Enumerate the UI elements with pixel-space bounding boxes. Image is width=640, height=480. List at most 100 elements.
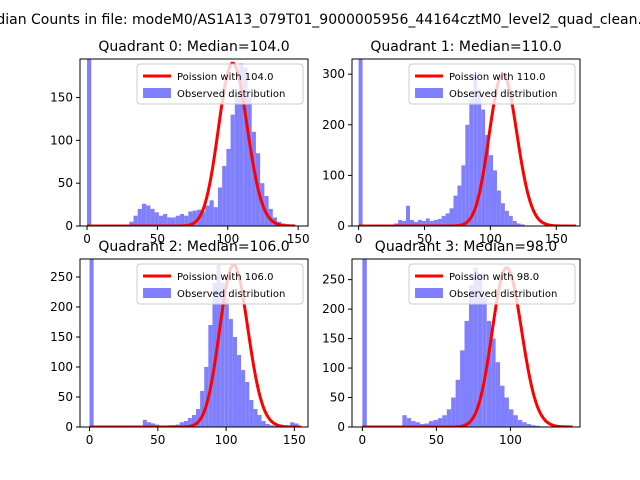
histogram-bar: [465, 124, 470, 226]
histogram-bar: [191, 415, 197, 427]
histogram-bar: [508, 215, 513, 226]
histogram-bar: [491, 338, 496, 427]
y-tick-label: 100: [50, 133, 73, 147]
histogram-bar: [500, 203, 505, 226]
histogram-bar: [504, 210, 509, 226]
histogram-bar: [417, 219, 422, 226]
y-tick-label: 0: [65, 219, 73, 233]
legend-label: Observed distribution: [449, 89, 557, 100]
histogram-bar: [205, 205, 210, 226]
histogram-bar: [358, 59, 363, 226]
y-tick-label: 300: [322, 67, 345, 81]
x-tick-label: 150: [545, 232, 568, 246]
legend-label: Observed distribution: [449, 289, 557, 300]
histogram-bar: [520, 224, 525, 226]
poisson-line: [362, 266, 573, 427]
histogram-bar: [269, 425, 274, 427]
histogram-bar: [477, 273, 483, 427]
histogram-bar: [192, 210, 197, 226]
histogram-bar: [413, 221, 418, 226]
y-tick-label: 200: [322, 302, 345, 316]
histogram-bar: [453, 195, 458, 226]
histogram-bar: [290, 422, 295, 427]
poisson-line: [87, 61, 296, 226]
y-tick-label: 150: [50, 91, 73, 105]
y-tick-label: 50: [58, 176, 73, 190]
histogram-bar: [237, 355, 242, 427]
subplot-0: 0 50 100 150 0 50 100 150 Quadrant 0: Median=104…: [50, 39, 310, 246]
histogram-bar: [89, 259, 94, 427]
histogram-bar: [535, 425, 541, 427]
histogram-bar: [142, 419, 147, 427]
y-tick-label: 100: [322, 168, 345, 182]
histogram-bar: [241, 370, 246, 427]
x-tick-label: 100: [499, 433, 522, 447]
histogram-bar: [489, 155, 494, 226]
histogram-bar: [212, 283, 217, 427]
subplot-title: Quadrant 2: Median=106.0: [98, 239, 289, 255]
histogram-bar: [504, 397, 509, 427]
axes-frame: [79, 58, 309, 227]
histogram-bar: [201, 211, 206, 226]
histogram-bar: [433, 219, 438, 226]
histogram-bar: [477, 89, 482, 226]
y-tick-label: 100: [322, 361, 345, 375]
legend-frame: [408, 263, 576, 305]
histogram-bar: [253, 409, 258, 427]
histogram-bar: [213, 207, 218, 226]
histogram-bar: [87, 59, 92, 226]
histogram-bar: [437, 418, 443, 427]
histogram-bar: [232, 337, 238, 427]
legend-label: Poission with 106.0: [177, 272, 273, 283]
histogram-bar: [249, 400, 254, 427]
histogram-bar: [446, 409, 452, 427]
histogram-bar: [146, 205, 151, 226]
axes-frame: [351, 258, 581, 428]
subplot-1: 0 50 100 150 0 100 200 300 Quadrant 1: Median=11…: [322, 39, 581, 246]
histogram-bar: [234, 93, 240, 226]
histogram-bar: [220, 283, 225, 427]
legend: Poission with 110.0 Observed distribution: [408, 63, 576, 105]
histogram-bar: [437, 218, 442, 226]
legend: Poission with 106.0 Observed distribution: [136, 263, 304, 305]
histogram-bar: [460, 350, 465, 427]
plot-area: [89, 259, 302, 427]
histogram-bar: [468, 285, 474, 427]
legend-label: Poission with 98.0: [449, 272, 539, 283]
x-tick-label: 150: [287, 232, 310, 246]
histogram-bar: [526, 424, 532, 427]
histogram-bar: [133, 215, 138, 226]
legend-frame: [408, 63, 576, 105]
histogram-bar: [209, 200, 214, 226]
histogram-bar: [247, 97, 252, 226]
y-tick-label: 50: [330, 391, 345, 405]
subplot-title: Quadrant 3: Median=98.0: [375, 239, 557, 255]
figure-suptitle: Median Counts in file: modeM0/AS1A13_079…: [0, 12, 640, 28]
y-tick-label: 150: [50, 330, 73, 344]
histogram-bar: [461, 165, 466, 226]
histogram-bar: [411, 421, 416, 427]
histogram-bar: [449, 208, 454, 226]
y-tick-label: 0: [337, 219, 345, 233]
histogram-bar: [226, 148, 231, 226]
y-tick-label: 250: [50, 270, 73, 284]
histogram-bar: [163, 214, 168, 226]
histogram-bar: [406, 418, 412, 427]
x-tick-label: 50: [417, 232, 432, 246]
histogram-bar: [362, 259, 367, 427]
histogram-bar: [265, 424, 270, 427]
histogram-bar: [445, 213, 450, 226]
histogram-bar: [485, 134, 490, 226]
histogram-bar: [187, 418, 192, 427]
legend: Poission with 104.0 Observed distribution: [136, 63, 304, 105]
histogram-bar: [429, 220, 434, 226]
y-tick-label: 200: [322, 118, 345, 132]
y-tick-label: 200: [50, 300, 73, 314]
histogram-bar: [442, 415, 447, 427]
histogram-bar: [208, 325, 213, 427]
legend-label: Poission with 104.0: [177, 72, 273, 83]
histogram-bar: [294, 423, 299, 427]
histogram-bar: [129, 221, 134, 226]
histogram-bar: [402, 415, 407, 427]
histogram-bar: [402, 220, 407, 226]
